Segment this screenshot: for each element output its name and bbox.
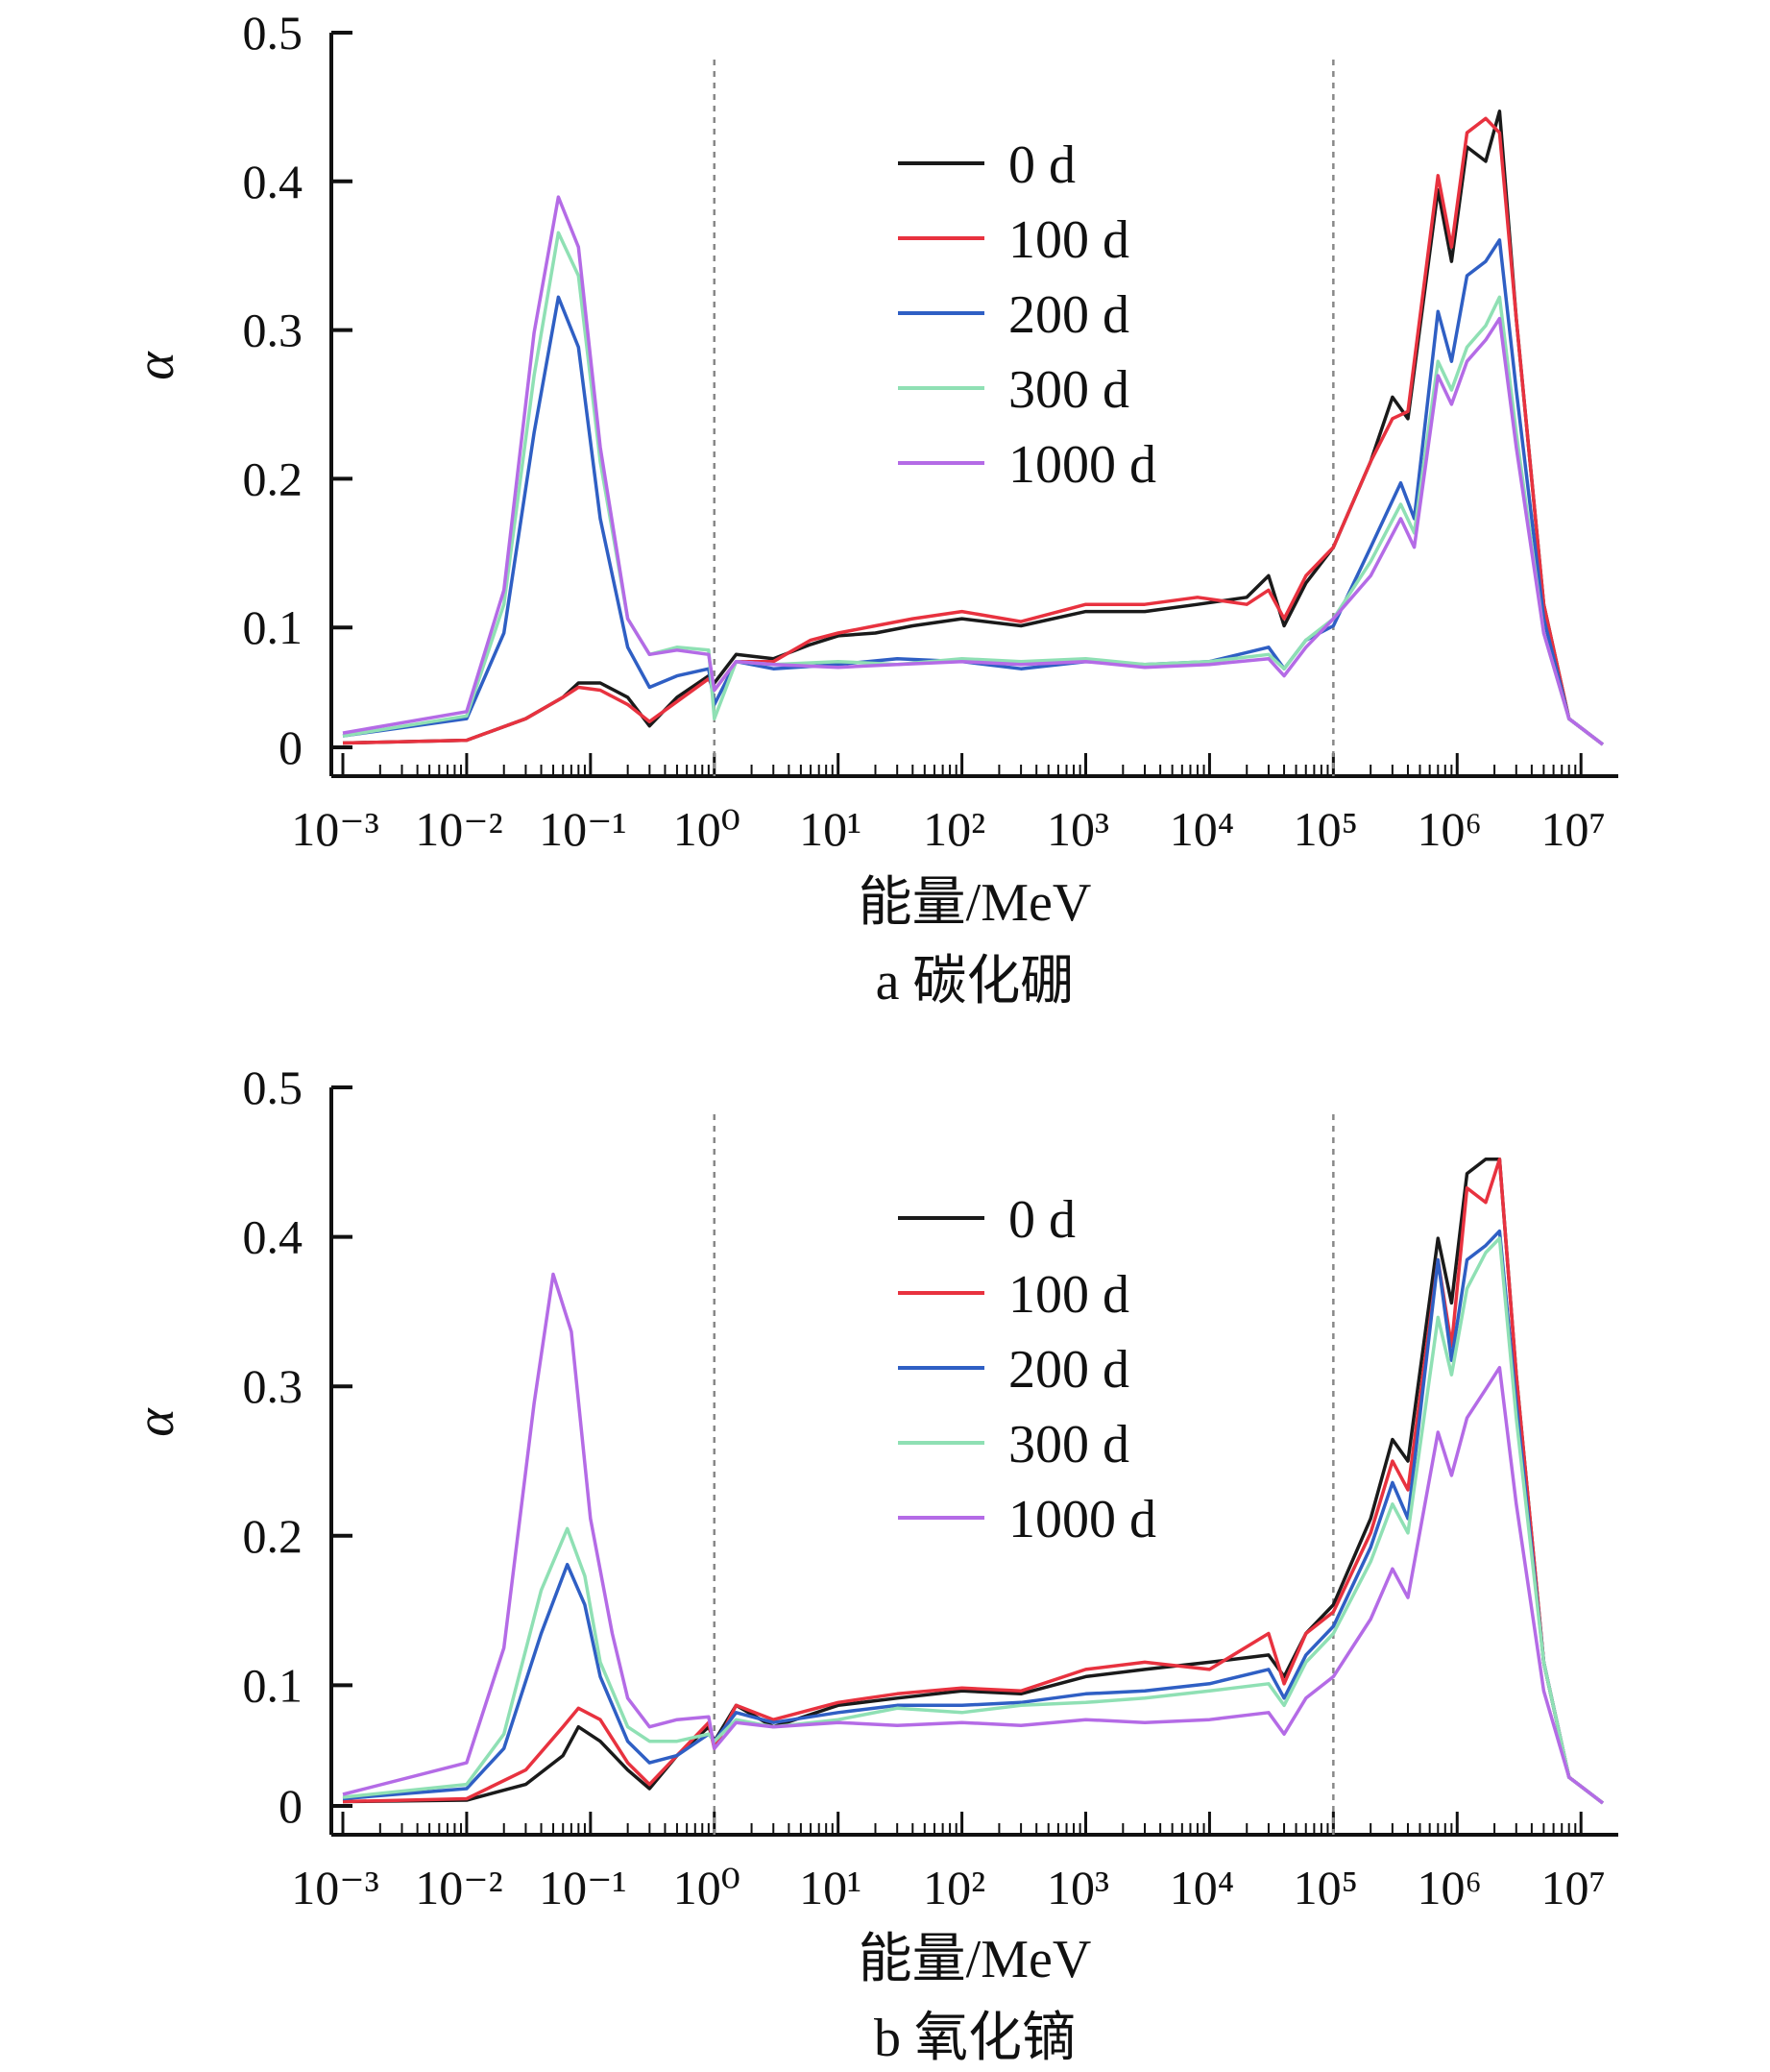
x-tick-label-4: 10⁴: [1170, 802, 1234, 856]
y-tick-label-0: 0: [279, 1779, 303, 1833]
y-tick-label-0.5: 0.5: [243, 1060, 303, 1114]
legend-label-300d: 300 d: [1008, 1415, 1129, 1475]
panel-caption: b 氧化镝: [874, 2009, 1076, 2067]
x-tick-label-4: 10⁴: [1170, 1861, 1234, 1914]
series-line-1000d: [342, 195, 1604, 746]
y-tick-label-0.4: 0.4: [243, 155, 303, 208]
x-tick-label-3: 10³: [1047, 802, 1109, 856]
chart-panel-a: 0 0.1 0.2 0.3 0.4 0.5 10⁻³ 10⁻² 10⁻¹ 10⁰ 10¹ 10² 10³…: [126, 6, 1618, 1012]
series-line-100d: [342, 116, 1604, 746]
x-tick-label--1: 10⁻¹: [539, 802, 626, 856]
x-tick-label-2: 10²: [923, 802, 985, 856]
series-line-1000d: [342, 1272, 1604, 1805]
y-tick-label-0.1: 0.1: [243, 1658, 303, 1712]
series-line-100d: [342, 1158, 1604, 1805]
legend-label-200d: 200 d: [1008, 285, 1129, 345]
y-tick-label-0.3: 0.3: [243, 1359, 303, 1413]
series-line-200d: [342, 1229, 1604, 1805]
series-line-300d: [342, 231, 1604, 746]
y-tick-label-0.2: 0.2: [243, 451, 303, 505]
y-axis-label: α: [126, 351, 185, 380]
legend-label-0d: 0 d: [1008, 1190, 1076, 1250]
series-line-200d: [342, 238, 1604, 746]
legend-label-1000d: 1000 d: [1008, 435, 1156, 495]
x-tick-label-3: 10³: [1047, 1861, 1109, 1914]
x-tick-label-5: 10⁵: [1294, 1861, 1358, 1914]
legend-label-200d: 200 d: [1008, 1340, 1129, 1400]
x-axis-label: 能量/MeV: [859, 873, 1092, 933]
chart-panel-b: 0 0.1 0.2 0.3 0.4 0.5 10⁻³ 10⁻² 10⁻¹ 10⁰ 10¹ 10² 10³…: [126, 1060, 1618, 2068]
panel-caption: a 碳化硼: [876, 952, 1075, 1012]
x-tick-label-0: 10⁰: [673, 802, 740, 856]
x-tick-label-7: 10⁷: [1540, 1861, 1605, 1914]
x-tick-label--1: 10⁻¹: [539, 1861, 626, 1914]
x-tick-label-6: 10⁶: [1418, 1861, 1482, 1914]
legend-label-300d: 300 d: [1008, 360, 1129, 420]
series-line-300d: [342, 1236, 1604, 1805]
x-tick-label-1: 10¹: [799, 802, 861, 856]
y-tick-label-0.1: 0.1: [243, 600, 303, 654]
legend-label-1000d: 1000 d: [1008, 1490, 1156, 1549]
x-tick-label-1: 10¹: [799, 1861, 861, 1914]
x-axis-label: 能量/MeV: [859, 1930, 1092, 1989]
x-tick-label--2: 10⁻²: [415, 1861, 502, 1914]
x-tick-label-6: 10⁶: [1418, 802, 1482, 856]
x-tick-label-2: 10²: [923, 1861, 985, 1914]
x-tick-label--3: 10⁻³: [291, 1861, 378, 1914]
legend-label-100d: 100 d: [1008, 1265, 1129, 1325]
x-tick-label--3: 10⁻³: [291, 802, 378, 856]
y-axis-label: α: [126, 1407, 185, 1437]
y-tick-label-0.4: 0.4: [243, 1210, 303, 1264]
x-tick-label-7: 10⁷: [1540, 802, 1605, 856]
legend-label-100d: 100 d: [1008, 210, 1129, 270]
x-tick-label-0: 10⁰: [673, 1861, 740, 1914]
y-tick-label-0.5: 0.5: [243, 6, 303, 60]
series-line-0d: [342, 110, 1604, 746]
x-tick-label--2: 10⁻²: [415, 802, 502, 856]
x-tick-label-5: 10⁵: [1294, 802, 1358, 856]
y-tick-label-0.3: 0.3: [243, 304, 303, 357]
legend-label-0d: 0 d: [1008, 135, 1076, 195]
y-tick-label-0.2: 0.2: [243, 1509, 303, 1563]
y-tick-label-0: 0: [279, 720, 303, 774]
series-line-0d: [342, 1158, 1604, 1805]
